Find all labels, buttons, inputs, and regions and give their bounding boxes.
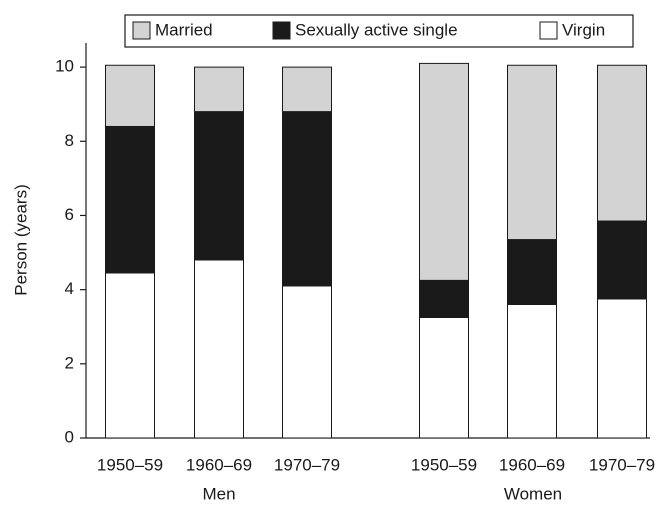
legend-label: Sexually active single: [295, 20, 458, 39]
bar-segment: [282, 111, 332, 287]
y-tick-label: 6: [65, 205, 74, 224]
bar-segment: [105, 64, 155, 127]
x-tick-label: 1950–59: [97, 455, 163, 474]
group-label: Men: [202, 484, 235, 503]
legend-swatch: [539, 21, 558, 40]
bar-segment: [282, 66, 332, 113]
legend-swatch: [132, 21, 151, 40]
bar-segment: [597, 220, 647, 300]
x-tick-label: 1970–79: [274, 455, 340, 474]
bar-segment: [282, 285, 332, 439]
group-label: Women: [504, 484, 562, 503]
legend-label: Married: [155, 20, 213, 39]
x-tick-label: 1950–59: [411, 455, 477, 474]
bar-segment: [419, 316, 469, 439]
bar-segment: [105, 125, 155, 274]
x-tick-label: 1960–69: [186, 455, 252, 474]
bar-segment: [105, 272, 155, 439]
bar-segment: [597, 64, 647, 222]
x-tick-label: 1970–79: [589, 455, 655, 474]
y-tick-label: 0: [65, 427, 74, 446]
bar-segment: [194, 111, 244, 261]
y-tick-label: 4: [65, 279, 74, 298]
bar-segment: [597, 298, 647, 439]
bar-segment: [419, 279, 469, 318]
bar-segment: [507, 239, 557, 305]
legend-label: Virgin: [562, 20, 605, 39]
bar-segment: [419, 62, 469, 281]
y-tick-label: 10: [55, 57, 74, 76]
y-axis-label: Person (years): [11, 184, 30, 295]
y-tick-label: 8: [65, 131, 74, 150]
bar-segment: [507, 303, 557, 439]
bar-segment: [194, 66, 244, 113]
x-tick-label: 1960–69: [499, 455, 565, 474]
bar-segment: [194, 259, 244, 439]
bar-segment: [507, 64, 557, 241]
legend-swatch: [272, 21, 291, 40]
y-tick-label: 2: [65, 353, 74, 372]
